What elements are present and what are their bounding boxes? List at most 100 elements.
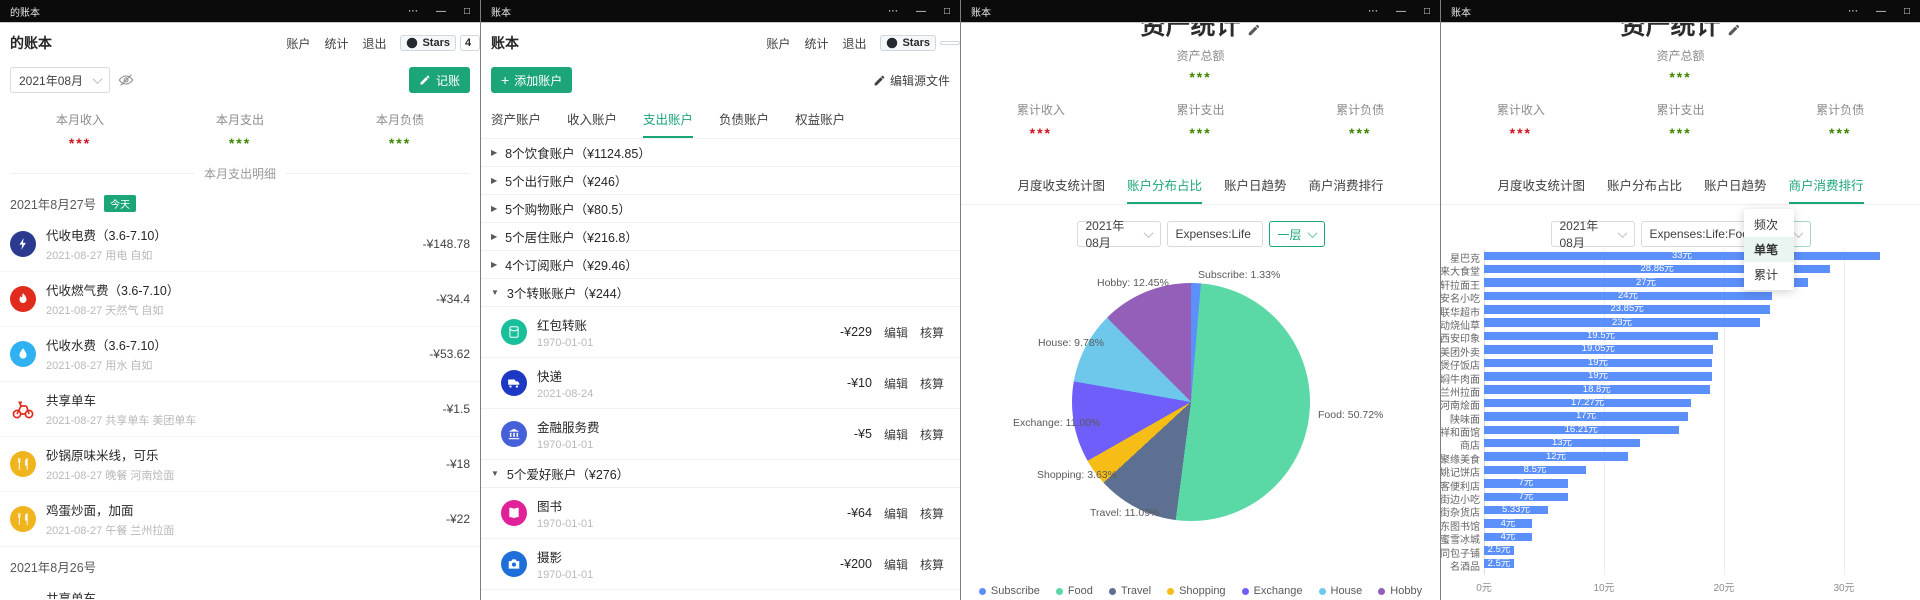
- add-account-button[interactable]: + 添加账户: [491, 67, 573, 93]
- minimize-icon[interactable]: —: [1395, 5, 1406, 17]
- account-row[interactable]: 红包转账 1970-01-01 -¥229 编辑 核算: [481, 307, 960, 358]
- account-filter-input[interactable]: Expenses:Life: [1166, 221, 1263, 247]
- nav-logout[interactable]: 退出: [362, 36, 387, 51]
- month-select[interactable]: 2021年08月: [10, 67, 110, 93]
- bar-row: 快客便利店 7元: [1441, 477, 1920, 493]
- menu-item-single[interactable]: 单笔: [1744, 237, 1794, 262]
- bicycle-icon: [10, 594, 36, 599]
- check-link[interactable]: 核算: [919, 325, 944, 340]
- github-stars-button[interactable]: Stars: [880, 35, 936, 51]
- menu-icon[interactable]: ⋯: [1367, 5, 1378, 17]
- account-group-collapsed[interactable]: ▶ 4个订阅账户（¥29.46）: [481, 251, 960, 279]
- menu-icon[interactable]: ⋯: [887, 5, 898, 17]
- bar-value-label: 19.05元: [1581, 343, 1615, 355]
- bar-category-label: 联华超市: [1441, 307, 1480, 319]
- transaction-row[interactable]: 共享单车 2021-08-27 共享单车 美团单车 -¥1.5: [0, 382, 480, 437]
- hide-amounts-toggle[interactable]: [118, 72, 134, 88]
- month-select[interactable]: 2021年08月: [1550, 219, 1635, 250]
- transaction-row[interactable]: 代收燃气费（3.6-7.10） 2021-08-27 天然气 自如 -¥34.4: [0, 272, 480, 327]
- transaction-row[interactable]: 代收水费（3.6-7.10） 2021-08-27 用水 自如 -¥53.62: [0, 327, 480, 382]
- tab-monthly-chart[interactable]: 月度收支统计图: [1497, 179, 1585, 193]
- tab-account-distribution[interactable]: 账户分布占比: [1126, 175, 1202, 204]
- legend-item[interactable]: Hobby: [1378, 585, 1422, 597]
- check-link[interactable]: 核算: [919, 376, 944, 391]
- account-row[interactable]: 摄影 1970-01-01 -¥200 编辑 核算: [481, 539, 960, 590]
- check-link[interactable]: 核算: [919, 506, 944, 521]
- edit-source-link[interactable]: 编辑源文件: [873, 72, 950, 89]
- legend-item[interactable]: Shopping: [1167, 585, 1226, 597]
- menu-icon[interactable]: ⋯: [1847, 5, 1858, 17]
- github-stars-button[interactable]: Stars: [400, 35, 456, 51]
- expense-value: ***: [228, 135, 252, 151]
- github-icon: [887, 37, 898, 49]
- bar-category-label: 东街杂货店: [1441, 508, 1480, 520]
- window-transactions: 的账本 ⋯ — □ 的账本 账户 统计 退出 Stars 4: [0, 0, 480, 600]
- tab-income[interactable]: 收入账户: [567, 113, 618, 127]
- edit-link[interactable]: 编辑: [883, 557, 908, 572]
- water-drop-icon: [10, 341, 36, 367]
- nav-logout[interactable]: 退出: [842, 36, 867, 51]
- account-group-collapsed[interactable]: ▶ 8个饮食账户（¥1124.85）: [481, 139, 960, 167]
- account-row[interactable]: 金融服务费 1970-01-01 -¥5 编辑 核算: [481, 409, 960, 460]
- account-filter-input[interactable]: Expenses:Life:Food: [1640, 221, 1756, 247]
- edit-link[interactable]: 编辑: [883, 506, 908, 521]
- legend-item[interactable]: Food: [1055, 585, 1093, 597]
- nav-accounts[interactable]: 账户: [286, 36, 311, 51]
- edit-link[interactable]: 编辑: [883, 376, 908, 391]
- tab-equity[interactable]: 权益账户: [795, 113, 846, 127]
- tab-daily-trend[interactable]: 账户日趋势: [1224, 179, 1287, 193]
- mode-dropdown-menu: 频次 单笔 累计: [1744, 209, 1794, 290]
- account-group-collapsed[interactable]: ▶ 5个居住账户（¥216.8）: [481, 223, 960, 251]
- menu-icon[interactable]: ⋯: [407, 5, 418, 17]
- account-row[interactable]: 快递 2021-08-24 -¥10 编辑 核算: [481, 358, 960, 409]
- tab-liabilities[interactable]: 负债账户: [719, 113, 770, 127]
- menu-item-cumulative[interactable]: 累计: [1754, 268, 1779, 282]
- account-row[interactable]: 图书 1970-01-01 -¥64 编辑 核算: [481, 488, 960, 539]
- legend-item[interactable]: House: [1318, 585, 1362, 597]
- account-group-collapsed[interactable]: ▶ 5个出行账户（¥246）: [481, 167, 960, 195]
- transaction-row[interactable]: 代收电费（3.6-7.10） 2021-08-27 用电 自如 -¥148.78: [0, 217, 480, 272]
- account-group-collapsed[interactable]: ▶ 5个购物账户（¥80.5）: [481, 195, 960, 223]
- record-button[interactable]: 记账: [408, 67, 470, 93]
- maximize-icon[interactable]: □: [463, 5, 470, 17]
- tab-expenses[interactable]: 支出账户: [643, 109, 694, 138]
- tab-account-distribution[interactable]: 账户分布占比: [1606, 179, 1682, 193]
- maximize-icon[interactable]: □: [1903, 5, 1910, 17]
- tab-monthly-chart[interactable]: 月度收支统计图: [1017, 179, 1105, 193]
- account-group-expanded[interactable]: ▼ 5个爱好账户（¥276）: [481, 460, 960, 488]
- minimize-icon[interactable]: —: [915, 5, 926, 17]
- menu-item-frequency[interactable]: 频次: [1754, 218, 1779, 232]
- bar-row: 联华超市 23.85元: [1441, 303, 1920, 319]
- bar: 27元: [1484, 277, 1808, 287]
- month-select[interactable]: 2021年08月: [1076, 219, 1161, 250]
- bar-category-label: 浦东图书馆: [1441, 521, 1480, 533]
- legend-item[interactable]: Exchange: [1241, 585, 1303, 597]
- minimize-icon[interactable]: —: [435, 5, 446, 17]
- legend-item[interactable]: Travel: [1108, 585, 1151, 597]
- level-select[interactable]: 一层: [1268, 221, 1325, 247]
- minimize-icon[interactable]: —: [1875, 5, 1886, 17]
- maximize-icon[interactable]: □: [943, 5, 950, 17]
- tab-merchant-ranking[interactable]: 商户消费排行: [1788, 175, 1864, 204]
- tab-assets[interactable]: 资产账户: [491, 113, 542, 127]
- tab-daily-trend[interactable]: 账户日趋势: [1704, 179, 1767, 193]
- account-group-expanded[interactable]: ▼ 3个转账账户（¥244）: [481, 279, 960, 307]
- maximize-icon[interactable]: □: [1423, 5, 1430, 17]
- tab-merchant-ranking[interactable]: 商户消费排行: [1308, 179, 1384, 193]
- bar-value-label: 16.21元: [1564, 423, 1598, 435]
- nav-accounts[interactable]: 账户: [766, 36, 791, 51]
- edit-link[interactable]: 编辑: [883, 427, 908, 442]
- transaction-row[interactable]: 砂锅原味米线，可乐 2021-08-27 晚餐 河南烩面 -¥18: [0, 437, 480, 492]
- check-link[interactable]: 核算: [919, 427, 944, 442]
- edit-link[interactable]: 编辑: [883, 325, 908, 340]
- nav-stats[interactable]: 统计: [804, 36, 829, 51]
- check-link[interactable]: 核算: [919, 557, 944, 572]
- nav-stats[interactable]: 统计: [324, 36, 349, 51]
- legend-item[interactable]: Subscribe: [978, 585, 1040, 597]
- amount: -¥64: [846, 506, 872, 520]
- transaction-row[interactable]: 鸡蛋炒面，加面 2021-08-27 午餐 兰州拉面 -¥22: [0, 492, 480, 547]
- bar-axis: 0元 10元 20元 30元: [1441, 579, 1920, 594]
